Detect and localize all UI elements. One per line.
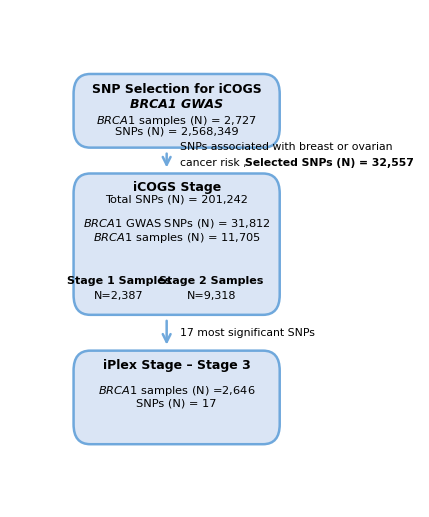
Text: SNPs (N) = 2,568,349: SNPs (N) = 2,568,349	[115, 127, 239, 137]
Text: Stage 1 Samples: Stage 1 Samples	[67, 276, 171, 286]
Text: iCOGS Stage: iCOGS Stage	[133, 181, 221, 194]
FancyBboxPatch shape	[74, 351, 280, 444]
Text: N=2,387: N=2,387	[94, 291, 144, 301]
Text: BRCA1 GWAS: BRCA1 GWAS	[130, 98, 223, 111]
Text: iPlex Stage – Stage 3: iPlex Stage – Stage 3	[103, 359, 251, 372]
Text: $\it{BRCA1}$ samples (N) = 11,705: $\it{BRCA1}$ samples (N) = 11,705	[93, 231, 261, 245]
Text: SNPs (N) = 17: SNPs (N) = 17	[136, 399, 217, 408]
Text: SNP Selection for iCOGS: SNP Selection for iCOGS	[92, 83, 262, 96]
FancyBboxPatch shape	[74, 74, 280, 148]
FancyBboxPatch shape	[74, 174, 280, 315]
Text: $\it{BRCA1}$ samples (N) = 2,727: $\it{BRCA1}$ samples (N) = 2,727	[96, 114, 257, 128]
Text: $\it{BRCA1}$ samples (N) =2,646: $\it{BRCA1}$ samples (N) =2,646	[98, 385, 255, 399]
Text: N=9,318: N=9,318	[187, 291, 236, 301]
Text: 17 most significant SNPs: 17 most significant SNPs	[180, 328, 315, 338]
Text: $\it{BRCA1}$ GWAS SNPs (N) = 31,812: $\it{BRCA1}$ GWAS SNPs (N) = 31,812	[83, 217, 271, 230]
Text: SNPs associated with breast or ovarian: SNPs associated with breast or ovarian	[180, 142, 393, 151]
Text: Stage 2 Samples: Stage 2 Samples	[160, 276, 264, 286]
Text: cancer risk ,: cancer risk ,	[180, 158, 250, 168]
Text: Selected SNPs (N) = 32,557: Selected SNPs (N) = 32,557	[245, 158, 414, 168]
Text: Total SNPs (N) = 201,242: Total SNPs (N) = 201,242	[105, 194, 248, 205]
